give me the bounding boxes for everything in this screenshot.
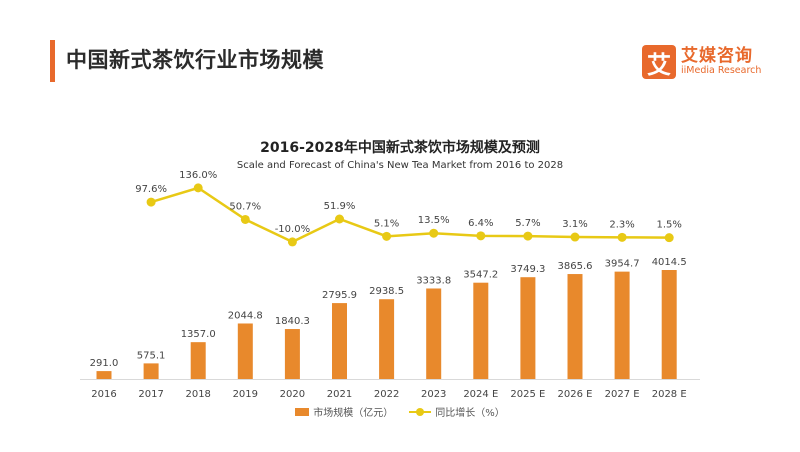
growth-point-10 (570, 232, 580, 242)
bar-3 (237, 323, 253, 379)
bar-value-label-5: 2795.9 (322, 290, 357, 301)
growth-point-9 (523, 231, 533, 241)
x-tick-label-2: 2018 (185, 389, 210, 400)
logo-text: 艾媒咨询 iiMedia Research (681, 47, 761, 77)
bar-10 (567, 274, 583, 379)
x-tick-label-12: 2028 E (652, 389, 687, 400)
bar-11 (614, 271, 630, 379)
x-tick-label-6: 2022 (374, 389, 399, 400)
logo-mark: 艾 (642, 45, 676, 79)
growth-point-6 (382, 231, 392, 241)
bar-value-label-3: 2044.8 (228, 310, 263, 321)
bar-value-label-6: 2938.5 (369, 286, 404, 297)
chart-legend: 市场规模（亿元） 同比增长（%） (0, 404, 800, 419)
growth-point-8 (476, 231, 486, 241)
bar-value-label-12: 4014.5 (652, 257, 687, 268)
bar-value-label-4: 1840.3 (275, 316, 310, 327)
legend-item-market-size: 市场规模（亿元） (295, 404, 393, 419)
bar-value-label-7: 3333.8 (416, 275, 451, 286)
bar-1 (143, 363, 159, 379)
bar-value-label-9: 3749.3 (510, 264, 545, 275)
title-accent-bar (50, 40, 55, 82)
iimedia-logo: 艾 艾媒咨询 iiMedia Research (642, 44, 761, 80)
bar-8 (473, 282, 489, 379)
bar-value-label-2: 1357.0 (181, 329, 216, 340)
growth-point-2 (193, 183, 203, 193)
bar-12 (661, 270, 677, 379)
growth-point-1 (146, 197, 156, 207)
bar-value-label-0: 291.0 (90, 358, 119, 369)
page-title: 中国新式茶饮行业市场规模 (66, 48, 324, 72)
growth-label-11: 2.3% (609, 219, 634, 230)
growth-point-3 (240, 214, 250, 224)
bar-4 (284, 329, 300, 379)
chart-title: 2016-2028年中国新式茶饮市场规模及预测 (260, 140, 540, 156)
growth-point-12 (664, 233, 674, 243)
growth-point-11 (617, 232, 627, 242)
growth-point-4 (287, 237, 297, 247)
growth-label-1: 97.6% (135, 184, 167, 195)
x-tick-label-11: 2027 E (605, 389, 640, 400)
growth-label-12: 1.5% (656, 220, 681, 231)
x-tick-label-9: 2025 E (510, 389, 545, 400)
growth-label-8: 6.4% (468, 218, 493, 229)
legend-label-growth: 同比增长（%） (435, 408, 505, 419)
legend-bar-swatch (295, 407, 310, 416)
legend-item-growth: 同比增长（%） (409, 404, 505, 419)
growth-label-3: 50.7% (229, 201, 261, 212)
growth-label-9: 5.7% (515, 218, 540, 229)
growth-label-6: 5.1% (374, 218, 399, 229)
growth-label-2: 136.0% (179, 170, 217, 181)
x-tick-label-5: 2021 (327, 389, 352, 400)
logo-chinese-name: 艾媒咨询 (681, 46, 753, 66)
bar-6 (379, 299, 395, 379)
growth-line (150, 186, 670, 244)
bar-value-label-1: 575.1 (137, 350, 166, 361)
bar-0 (96, 371, 112, 379)
legend-label-market-size: 市场规模（亿元） (313, 408, 394, 419)
chart-subtitle: Scale and Forecast of China's New Tea Ma… (236, 160, 564, 171)
growth-point-7 (429, 228, 439, 238)
logo-english-name: iiMedia Research (681, 65, 762, 76)
x-tick-label-1: 2017 (138, 389, 163, 400)
bar-2 (190, 342, 206, 379)
bar-7 (426, 288, 442, 379)
x-tick-label-7: 2023 (421, 389, 446, 400)
growth-label-5: 51.9% (324, 201, 356, 212)
bar-value-label-10: 3865.6 (558, 261, 593, 272)
growth-label-10: 3.1% (562, 219, 587, 230)
x-tick-label-3: 2019 (233, 389, 258, 400)
bar-5 (332, 303, 347, 379)
x-tick-label-4: 2020 (280, 389, 305, 400)
bar-9 (520, 277, 536, 379)
growth-point-5 (335, 214, 344, 224)
growth-label-4: -10.0% (275, 224, 310, 235)
growth-label-7: 13.5% (418, 215, 450, 226)
bar-value-label-8: 3547.2 (463, 270, 498, 281)
legend-line-swatch (409, 407, 432, 416)
x-tick-label-8: 2024 E (463, 389, 498, 400)
bar-value-label-11: 3954.7 (605, 259, 640, 270)
x-tick-label-0: 2016 (91, 389, 116, 400)
x-tick-label-10: 2026 E (558, 389, 593, 400)
